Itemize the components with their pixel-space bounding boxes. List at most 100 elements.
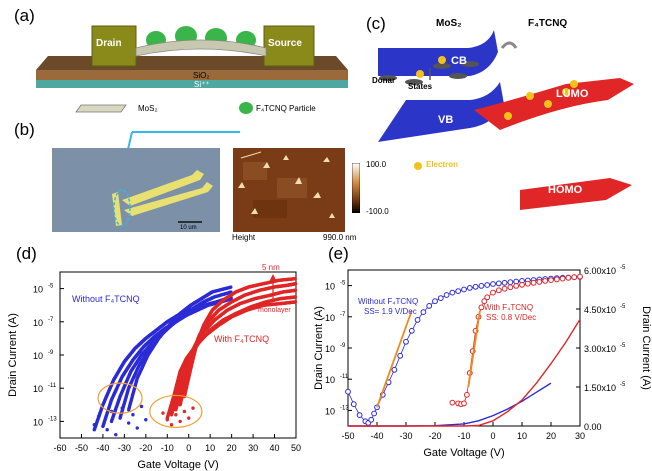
data-point [449, 289, 456, 296]
chart-d: -60 -50 -40 -30 -20 -10 0 10 20 30 40 50 10 -13 10 -11 1… [7, 263, 301, 471]
y-tick-label: 10 [325, 282, 335, 292]
x-tick-label: -20 [139, 443, 152, 453]
data-point [495, 287, 502, 294]
x-axis-label: Gate Voltage (V) [423, 447, 504, 459]
y-axis-label: Drain Current (A) [313, 306, 325, 390]
y2-tick-exponent: -5 [620, 304, 626, 310]
without-label: Without F₄TCNQ [358, 297, 418, 306]
thickness-arrow-bottom: monolayer [258, 307, 291, 314]
x-tick-label: 20 [546, 431, 556, 441]
sio2-label: SiO₂ [193, 71, 210, 80]
x-tick-label: 0 [490, 431, 495, 441]
x-tick-label: -30 [118, 443, 131, 453]
x-tick-label: 40 [270, 443, 280, 453]
data-point [449, 399, 456, 406]
data-point [577, 273, 583, 280]
x-tick-label: 10 [205, 443, 215, 453]
data-point [432, 298, 438, 305]
y-tick-exponent: -5 [340, 281, 346, 287]
data-point [293, 295, 298, 299]
y-tick-label: 10 [33, 285, 43, 295]
y-tick-label: 10 [33, 384, 43, 394]
y-tick-exponent: -7 [340, 312, 346, 318]
data-point [414, 317, 421, 323]
y2-tick-exponent: -5 [620, 343, 626, 349]
data-point [368, 416, 375, 423]
thickness-arrow-top: 5 nm [262, 263, 280, 272]
y-tick-label: 10 [33, 351, 43, 361]
data-point [114, 432, 118, 437]
with-ss-label: SS: 0.8 V/Dec [486, 313, 536, 322]
si-label: Si⁺⁺ [194, 80, 210, 89]
data-point [293, 282, 298, 286]
data-point [443, 292, 450, 298]
x-axis-label: Gate Voltage (V) [137, 459, 218, 471]
thickness-arrow-head [269, 274, 277, 282]
data-point [461, 400, 467, 407]
data-point [495, 280, 502, 287]
data-point [501, 285, 508, 292]
fit-line [467, 310, 481, 388]
panel-b-label: (b) [14, 120, 35, 139]
highlight-ellipse [97, 382, 143, 414]
y-tick-exponent: -5 [48, 284, 54, 290]
data-point [191, 406, 195, 410]
y-tick-exponent: -7 [48, 317, 54, 323]
y2-tick-label: 0.00 [584, 422, 602, 432]
homo-label: HOMO [548, 184, 583, 196]
data-point [478, 304, 485, 311]
data-point [420, 309, 427, 315]
y-tick-label: 10 [33, 318, 43, 328]
panel-d-label: (d) [16, 244, 37, 263]
data-point [553, 276, 560, 283]
data-point [408, 327, 415, 334]
donar-label: Donar [372, 76, 396, 85]
f4tcnq-title: F₄TCNQ [528, 18, 568, 29]
x-tick-label: -10 [457, 431, 470, 441]
data-point [571, 274, 578, 281]
y-tick-exponent: -13 [48, 416, 57, 422]
x-tick-label: -30 [399, 431, 412, 441]
linear-series-line [348, 319, 581, 427]
source-label: Source [268, 38, 302, 49]
fit-line [376, 310, 413, 408]
data-point [507, 279, 514, 286]
data-point [161, 411, 165, 415]
afm-colorbar [352, 163, 360, 213]
data-point [178, 419, 182, 424]
data-point [165, 418, 169, 422]
panel-c-label: (c) [366, 14, 386, 33]
x-tick-label: -40 [96, 443, 109, 453]
data-point [490, 281, 496, 287]
data-point [174, 413, 178, 417]
series-line [452, 276, 581, 405]
without-label: Without F₄TCNQ [72, 294, 140, 304]
data-point [455, 288, 462, 294]
x-tick-label: -10 [161, 443, 174, 453]
y-axis-label: Drain Current (A) [7, 313, 19, 397]
data-point [501, 279, 508, 286]
y2-axis-label: Drain Current (A) [640, 306, 652, 390]
data-point [229, 285, 233, 289]
data-point [293, 277, 297, 281]
states-label: States [408, 82, 433, 91]
colorbar-min: -100.0 [366, 207, 389, 216]
x-tick-label: 30 [248, 443, 258, 453]
x-tick-label: -50 [75, 443, 88, 453]
data-point [126, 421, 131, 425]
y2-tick-label: 1.50x10 [584, 383, 616, 393]
y-tick-exponent: -11 [340, 374, 349, 380]
x-tick-label: -20 [428, 431, 441, 441]
data-point [472, 283, 479, 290]
data-point [484, 294, 491, 301]
x-tick-label: -50 [341, 431, 354, 441]
data-point [461, 286, 467, 293]
drain-label: Drain [96, 38, 122, 49]
x-tick-label: 20 [227, 443, 237, 453]
x-tick-label: -60 [53, 443, 66, 453]
mos2-title: MoS₂ [436, 18, 462, 29]
y-tick-exponent: -9 [48, 350, 54, 356]
highlight-ellipse [149, 394, 203, 429]
x-tick-label: -40 [370, 431, 383, 441]
y-tick-exponent: -9 [340, 343, 346, 349]
